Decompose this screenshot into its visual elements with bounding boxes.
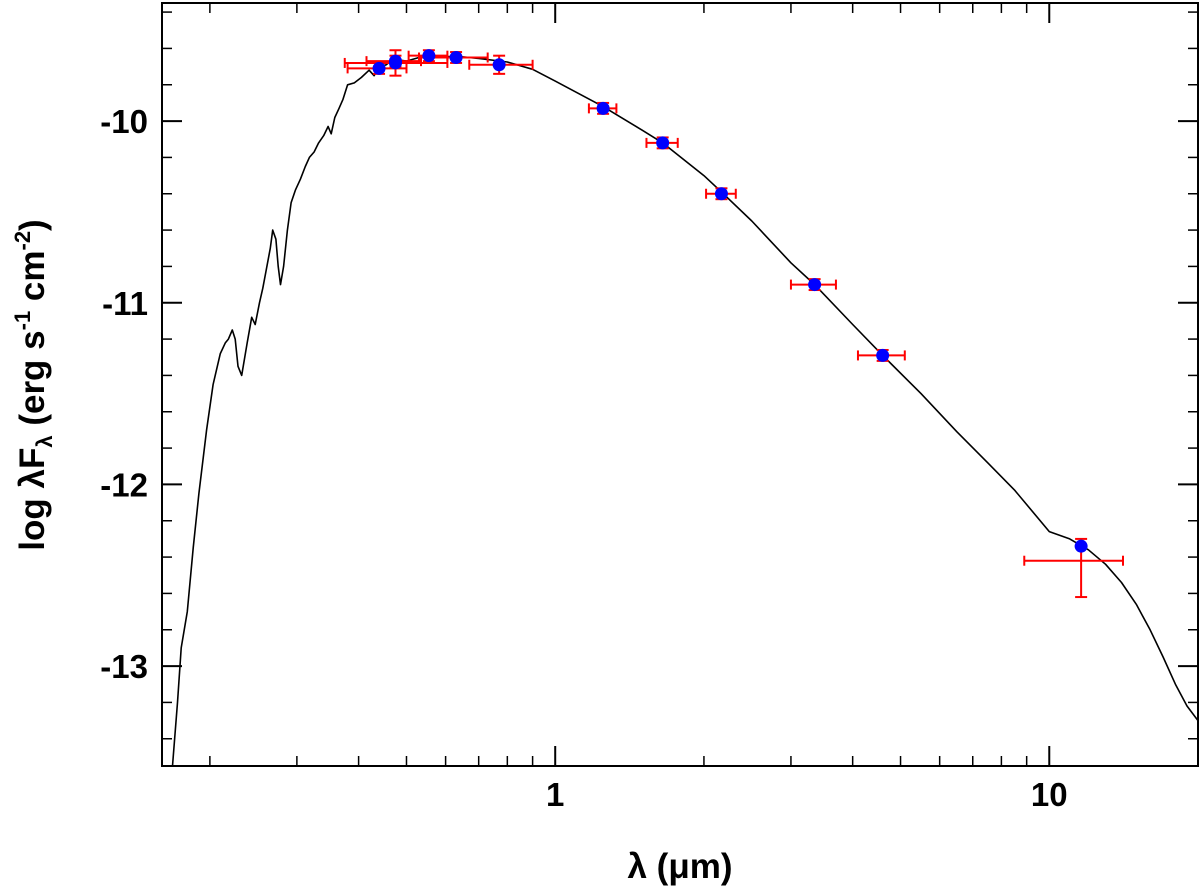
y-axis-title-sup: -2 — [10, 231, 35, 251]
y-axis-title-sup: -1 — [10, 311, 35, 331]
points-layer — [372, 49, 1088, 553]
y-tick-label: -12 — [100, 466, 148, 503]
plot-frame — [161, 2, 1199, 767]
errorbar-layer — [343, 49, 1124, 599]
x-tick-label: 10 — [1031, 776, 1068, 813]
data-point — [876, 348, 890, 362]
y-tick-label: -10 — [100, 103, 148, 140]
axis-ticks — [162, 3, 1199, 766]
data-point — [714, 187, 728, 201]
y-axis-title-part: log λF — [13, 448, 52, 551]
data-point — [449, 51, 463, 64]
data-point — [656, 136, 670, 150]
y-axis-title-part: cm — [13, 250, 52, 310]
model-layer — [171, 54, 1199, 767]
data-point — [372, 61, 386, 75]
data-point — [422, 49, 436, 63]
data-point — [596, 101, 610, 115]
y-axis-title: log λFλ (erg s-1 cm-2) — [10, 219, 57, 550]
model-spectrum-line — [171, 54, 1199, 767]
x-axis-title: λ (μm) — [627, 847, 732, 886]
data-point — [492, 58, 506, 72]
y-axis-title-sub: λ — [32, 435, 57, 447]
y-tick-label: -13 — [100, 648, 148, 685]
data-point — [388, 54, 402, 68]
y-axis-title-part: (erg s — [13, 330, 52, 435]
y-tick-label: -11 — [102, 285, 148, 322]
data-point — [808, 278, 822, 292]
x-tick-label: 1 — [546, 776, 564, 813]
y-axis-title-part: ) — [13, 219, 52, 231]
data-point — [1074, 539, 1088, 553]
tick-labels: 1 10 -10 -11 -12 -13 — [100, 103, 1067, 813]
